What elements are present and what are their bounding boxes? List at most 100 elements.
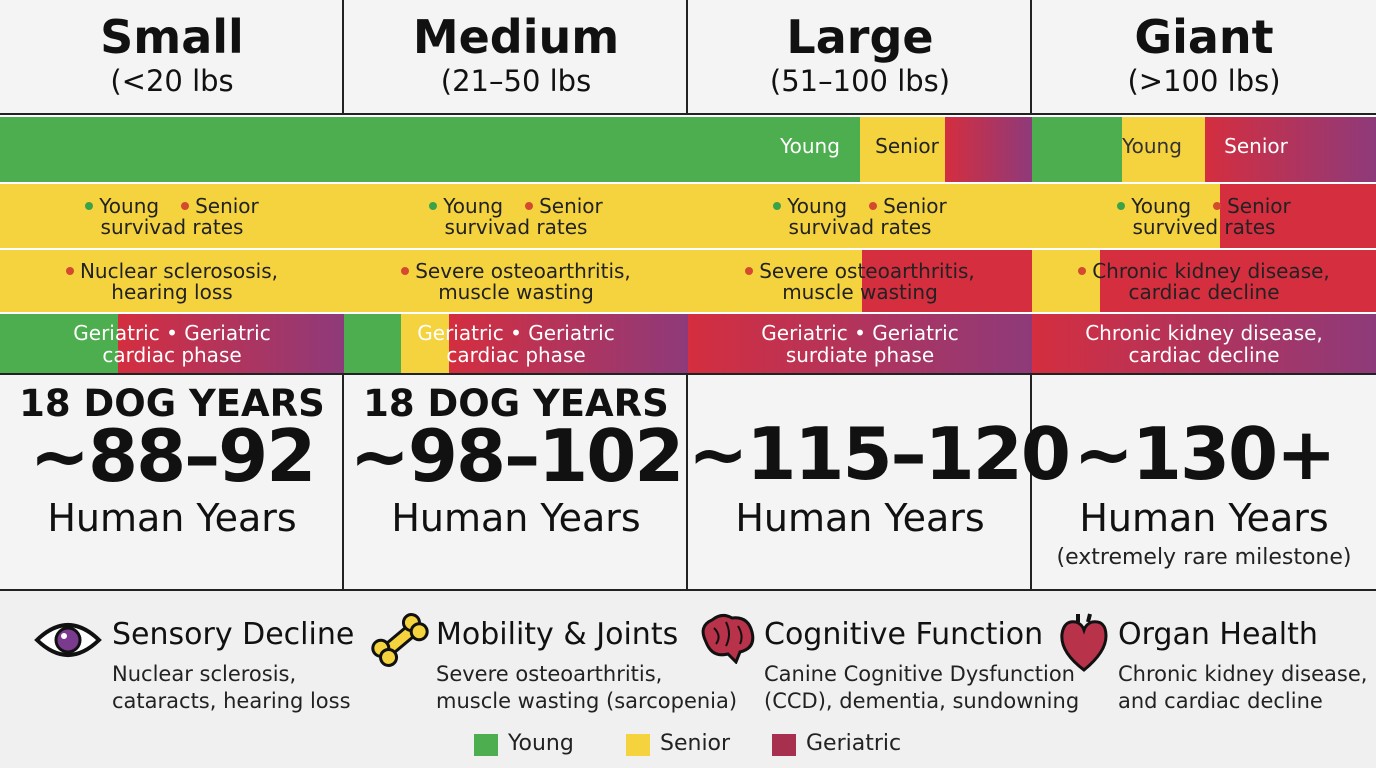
rates-text: survived rates bbox=[1132, 215, 1276, 239]
size-range: (21–50 lbs bbox=[440, 64, 592, 98]
size-column: Medium (21–50 lbs Young Senior survivad rate… bbox=[344, 0, 688, 590]
stage-band bbox=[688, 115, 1032, 182]
legend-swatch bbox=[474, 734, 498, 756]
feature-desc: (CCD), dementia, sundowning bbox=[764, 689, 1080, 713]
size-range: (51–100 lbs) bbox=[769, 64, 951, 98]
divider bbox=[0, 589, 1376, 591]
phase-text: cardiac phase bbox=[446, 343, 586, 367]
condition-line: Chronic kidney disease, bbox=[1032, 259, 1376, 283]
legend-swatch bbox=[626, 734, 650, 756]
feature-desc: Severe osteoarthritis, bbox=[436, 662, 663, 686]
unit: Human Years bbox=[391, 496, 641, 540]
feature-title: Cognitive Function bbox=[764, 617, 1044, 652]
feature-desc: Nuclear sclerosis, bbox=[112, 662, 297, 686]
stage-band bbox=[1032, 115, 1376, 182]
feature-icon bbox=[1056, 612, 1112, 676]
rate-senior: Senior bbox=[1227, 194, 1291, 218]
stage-band bbox=[1032, 248, 1376, 312]
feature-title: Sensory Decline bbox=[112, 617, 355, 652]
rate-young: Young bbox=[99, 194, 160, 218]
stage-band bbox=[1032, 312, 1376, 373]
size-column: Giant (>100 lbs) Young Senior Young Senior sur… bbox=[1032, 0, 1376, 590]
human-years: ~130+ bbox=[1073, 412, 1337, 496]
condition-line: Nuclear sclerososis, bbox=[0, 259, 344, 283]
rate-senior: Senior bbox=[539, 194, 603, 218]
human-years: ~98–102 bbox=[349, 414, 685, 498]
unit: Human Years bbox=[47, 496, 297, 540]
stage-band bbox=[0, 182, 344, 248]
unit: Human Years bbox=[735, 496, 985, 540]
condition-text: Chronic kidney disease, bbox=[1092, 259, 1330, 283]
band-label: Young bbox=[780, 134, 840, 158]
rate-senior: Senior bbox=[195, 194, 259, 218]
stage-band bbox=[0, 115, 344, 182]
size-title: Giant bbox=[1134, 10, 1274, 64]
size-title: Small bbox=[100, 10, 244, 64]
phase-text: cardiac phase bbox=[102, 343, 242, 367]
size-range: (>100 lbs) bbox=[1127, 64, 1281, 98]
stage-band bbox=[0, 248, 344, 312]
phase-text: Chronic kidney disease, bbox=[1085, 321, 1323, 345]
condition-line: Severe osteoarthritis, bbox=[344, 259, 688, 283]
legend-label: Young bbox=[508, 731, 574, 756]
unit: Human Years bbox=[1079, 496, 1329, 540]
size-range: (<20 lbs bbox=[110, 64, 234, 98]
feature-desc: muscle wasting (sarcopenia) bbox=[436, 689, 738, 713]
rate-senior: Senior bbox=[883, 194, 947, 218]
legend-swatch bbox=[772, 734, 796, 756]
human-years: ~88–92 bbox=[29, 414, 317, 498]
stage-band bbox=[1032, 182, 1376, 248]
divider bbox=[0, 113, 1376, 115]
band-label: Senior bbox=[875, 134, 939, 158]
phase-text: surdiate phase bbox=[785, 343, 935, 367]
legend-label: Senior bbox=[660, 731, 731, 756]
feature-desc: Chronic kidney disease, bbox=[1118, 662, 1368, 686]
stage-band bbox=[344, 312, 688, 373]
size-column: Large (51–100 lbs) Young Senior Young Senior s… bbox=[688, 0, 1071, 590]
stage-band bbox=[344, 248, 688, 312]
condition-text: muscle wasting bbox=[782, 280, 938, 304]
phase-text: Geriatric • Geriatric bbox=[761, 321, 959, 345]
size-title: Large bbox=[786, 10, 934, 64]
stage-band bbox=[344, 182, 688, 248]
feature-title: Organ Health bbox=[1118, 617, 1318, 652]
stage-band bbox=[688, 182, 1032, 248]
rate-young: Young bbox=[443, 194, 504, 218]
condition-text: Nuclear sclerososis, bbox=[79, 259, 279, 283]
rate-young: Young bbox=[787, 194, 848, 218]
condition-text: Severe osteoarthritis, bbox=[759, 259, 975, 283]
rate-young: Young bbox=[1131, 194, 1192, 218]
phase-text: Geriatric • Geriatric bbox=[73, 321, 271, 345]
human-years: ~115–120 bbox=[688, 412, 1071, 496]
feature-title: Mobility & Joints bbox=[436, 617, 679, 652]
condition-text: cardiac decline bbox=[1128, 280, 1280, 304]
phase-text: Geriatric • Geriatric bbox=[417, 321, 615, 345]
dog-years: 18 DOG YEARS bbox=[19, 382, 325, 425]
band-label: Senior bbox=[1224, 134, 1288, 158]
rates-line: Young Senior bbox=[1032, 194, 1376, 218]
condition-line: Severe osteoarthritis, bbox=[688, 259, 1032, 283]
feature-desc: cataracts, hearing loss bbox=[112, 689, 351, 713]
stage-band bbox=[0, 312, 344, 373]
condition-text: muscle wasting bbox=[438, 280, 594, 304]
rates-text: survivad rates bbox=[444, 215, 588, 239]
band-label: Young bbox=[1122, 134, 1182, 158]
feature-icon bbox=[34, 618, 102, 666]
dog-years: 18 DOG YEARS bbox=[363, 382, 669, 425]
note: (extremely rare milestone) bbox=[1056, 545, 1352, 570]
size-column: Small (<20 lbs Young Senior survivad rates Nu… bbox=[0, 0, 344, 590]
rates-line: Young Senior bbox=[0, 194, 344, 218]
stage-band bbox=[344, 115, 688, 182]
feature-desc: Canine Cognitive Dysfunction bbox=[764, 662, 1075, 686]
feature-icon bbox=[370, 612, 430, 672]
legend-label: Geriatric bbox=[806, 731, 902, 756]
feature-desc: and cardiac decline bbox=[1118, 689, 1323, 713]
rates-text: survivad rates bbox=[788, 215, 932, 239]
rates-line: Young Senior bbox=[344, 194, 688, 218]
stage-band bbox=[688, 248, 1032, 312]
rates-text: survivad rates bbox=[100, 215, 244, 239]
divider bbox=[0, 373, 1376, 375]
condition-text: hearing loss bbox=[111, 280, 233, 304]
phase-text: cardiac decline bbox=[1128, 343, 1280, 367]
